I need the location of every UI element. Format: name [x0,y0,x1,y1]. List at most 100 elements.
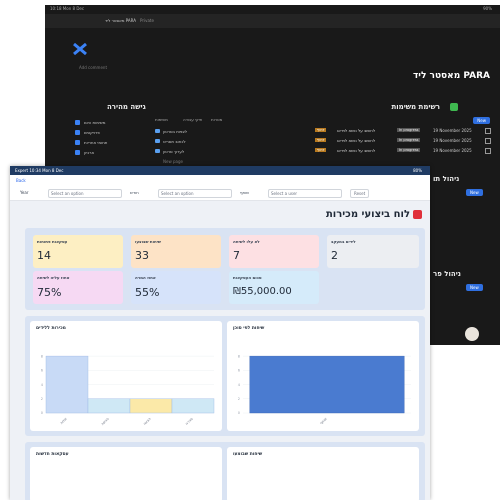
task-date: 19 November 2025 [433,138,472,143]
tab-title[interactable]: מאסטר ליד PARA [105,18,136,23]
task-rows: דחוף לחשוב על נושא לוידאו In progress 19 No… [315,128,495,168]
chart-card: שיחות לפי סוכן 0 2 4 6 8 שותף [227,321,419,431]
dashboard-title: לוח ביצועי מכירות [325,209,410,220]
x-tick-label: שותף [319,417,328,426]
project-item[interactable]: לערוך סרטון [163,149,185,154]
new-button[interactable]: New [473,117,490,124]
bar [87,398,131,414]
quick-access-title: גישה מהירה [107,103,146,111]
y-tick-label: 2 [41,397,43,401]
quick-item[interactable]: תחומי אחריות [84,140,108,145]
task-status: In progress [397,138,421,142]
section-new-button[interactable]: New [466,189,483,196]
avatar[interactable] [465,327,479,341]
kpi-value: 55% [135,286,160,299]
y-tick-label: 6 [41,369,43,373]
filter-label: שותף [240,190,250,195]
quick-item[interactable]: ארכיון [84,150,95,155]
status-time: Expert 10:34 Mon 8 Dec [15,168,64,173]
project-item[interactable]: לצפות בסרטון [163,129,188,134]
tasks-title: רשימת משימות [391,103,440,111]
kpi-label: שיחות שבוצעו [135,239,161,244]
quick-item[interactable]: משימות היום [84,120,106,125]
kpi-card: לא עלו לשיחה 7 [229,235,319,268]
kpi-label: סכום העסקאות [233,275,262,280]
x-tick-label: סגירה [185,416,195,426]
chart-title: מכירות ללידים [36,326,66,331]
task-status: In progress [397,128,421,132]
side-sections: ניהול תו New ניהול פר New [430,5,500,345]
card-title: עסקאות חדשות [36,452,69,457]
filters: Year Select an option חודש Select an option… [15,189,425,199]
kpi-label: לידים במעקב [331,239,356,244]
task-tag: דחוף [315,148,327,152]
quick-icon [75,140,80,145]
task-date: 19 November 2025 [433,128,472,133]
privacy: Private [140,18,154,23]
card-title: שיחות שבוצעו [233,452,263,457]
filter-select[interactable]: Select a user [268,189,342,198]
back-button[interactable]: Back [16,178,26,183]
kpi-value: 2 [331,249,338,262]
kpi-label: לא עלו לשיחה [233,239,260,244]
bottom-card: עסקאות חדשות [30,447,222,500]
quick-icon [75,120,80,125]
quick-item[interactable]: פרויקטים [84,130,100,135]
y-tick-label: 6 [238,369,240,373]
y-tick-label: 0 [238,411,240,415]
task-name[interactable]: לחשוב על נושא לוידאו [337,148,376,153]
task-name[interactable]: לחשוב על נושא לוידאו [337,128,376,133]
logo [73,43,87,55]
chart: 0 2 4 6 8 שיחה פגישה הצעה סגירה [41,354,215,426]
bar [249,355,405,414]
header [10,175,430,201]
project-item[interactable]: לכתוב תסריט [163,139,186,144]
dashboard-window: Expert 10:34 Mon 8 Dec 80% Back Year Sele… [10,166,430,500]
bottom-card: שיחות שבוצעו [227,447,419,500]
page-title: מאסטר ליד PARA [413,71,490,81]
task-checkbox [485,128,491,134]
address-bar [45,14,500,28]
add-comment[interactable]: Add comment [79,65,108,70]
bar [129,398,173,414]
kpi-panel: עסקאות פתוחות 14 שיחות שבוצעו 33 לא עלו לשיח… [25,228,425,310]
task-date: 19 November 2025 [433,148,472,153]
filter-label: חודש [130,190,139,195]
kpi-card: שיחות שבוצעו 33 [131,235,221,268]
y-tick-label: 8 [41,354,43,358]
kpi-card: אחוז עליה לשיחה 75% [33,271,123,304]
section-title: ניהול תו [433,175,460,183]
status-time: 10:18 Mon 8 Dec [50,6,85,11]
y-tick-label: 4 [238,383,241,387]
kpi-card: עסקאות פתוחות 14 [33,235,123,268]
kpi-label: אחוז המרה [135,275,156,280]
quick-icon [75,130,80,135]
kpi-label: אחוז עליה לשיחה [37,275,70,280]
task-tag: דחוף [315,138,327,142]
x-tick-label: שיחה [59,417,68,426]
x-tick-label: הצעה [143,417,152,426]
kpi-value: 33 [135,249,149,262]
reset-button[interactable]: Reset [350,189,370,198]
filter-label: Year [20,190,29,195]
task-status: In progress [397,148,421,152]
toolbar-item: מטרות [211,117,223,122]
kpi-label: עסקאות פתוחות [37,239,68,244]
kpi-value: 7 [233,249,240,262]
task-name[interactable]: לחשוב על נושא לוידאו [337,138,376,143]
new-page[interactable]: New page [163,159,183,164]
filter-select[interactable]: Select an option [48,189,122,198]
bar [45,355,89,414]
task-tag: דחוף [315,128,327,132]
y-tick-label: 0 [41,411,43,415]
charts-panel: מכירות ללידים 0 2 4 6 8 שיחה פגישה הצעה סגירה שיחו… [25,316,425,436]
project-icon [155,149,160,153]
y-tick-label: 4 [41,383,44,387]
task-checkbox [485,138,491,144]
kpi-card: אחוז המרה 55% [131,271,221,304]
filter-select[interactable]: Select an option [158,189,232,198]
project-icon [155,129,160,133]
battery: 90% [483,6,492,11]
section-new-button[interactable]: New [466,284,483,291]
